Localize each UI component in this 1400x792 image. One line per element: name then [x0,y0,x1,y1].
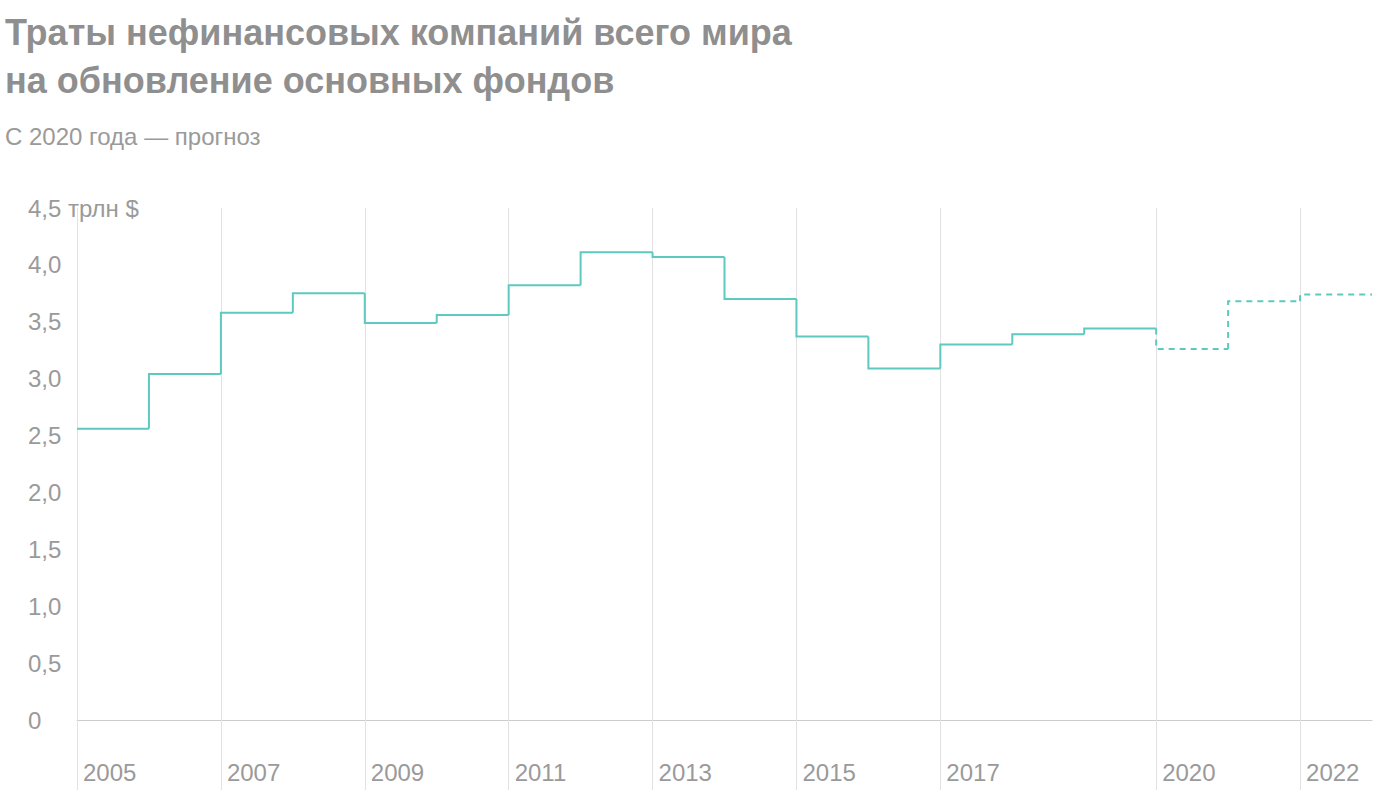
svg-text:1,5: 1,5 [28,536,61,563]
svg-text:1,0: 1,0 [28,593,61,620]
svg-text:0,5: 0,5 [28,650,61,677]
svg-text:2020: 2020 [1162,759,1215,786]
svg-text:на обновление основных фондов: на обновление основных фондов [5,60,614,101]
svg-text:2007: 2007 [227,759,280,786]
svg-text:2009: 2009 [371,759,424,786]
svg-text:2,0: 2,0 [28,479,61,506]
svg-text:2017: 2017 [946,759,999,786]
svg-text:2011: 2011 [515,759,567,786]
svg-text:2022: 2022 [1306,759,1359,786]
svg-text:Траты нефинансовых компаний вс: Траты нефинансовых компаний всего мира [5,12,793,53]
svg-text:2005: 2005 [83,759,136,786]
svg-text:С 2020 года — прогноз: С 2020 года — прогноз [5,123,261,150]
svg-text:2015: 2015 [802,759,855,786]
svg-text:3,5: 3,5 [28,308,61,335]
svg-text:0: 0 [28,707,41,734]
svg-text:3,0: 3,0 [28,365,61,392]
svg-text:4,0: 4,0 [28,251,61,278]
svg-text:2,5: 2,5 [28,422,61,449]
svg-text:4,5 трлн $: 4,5 трлн $ [28,195,139,222]
svg-text:2013: 2013 [659,759,712,786]
